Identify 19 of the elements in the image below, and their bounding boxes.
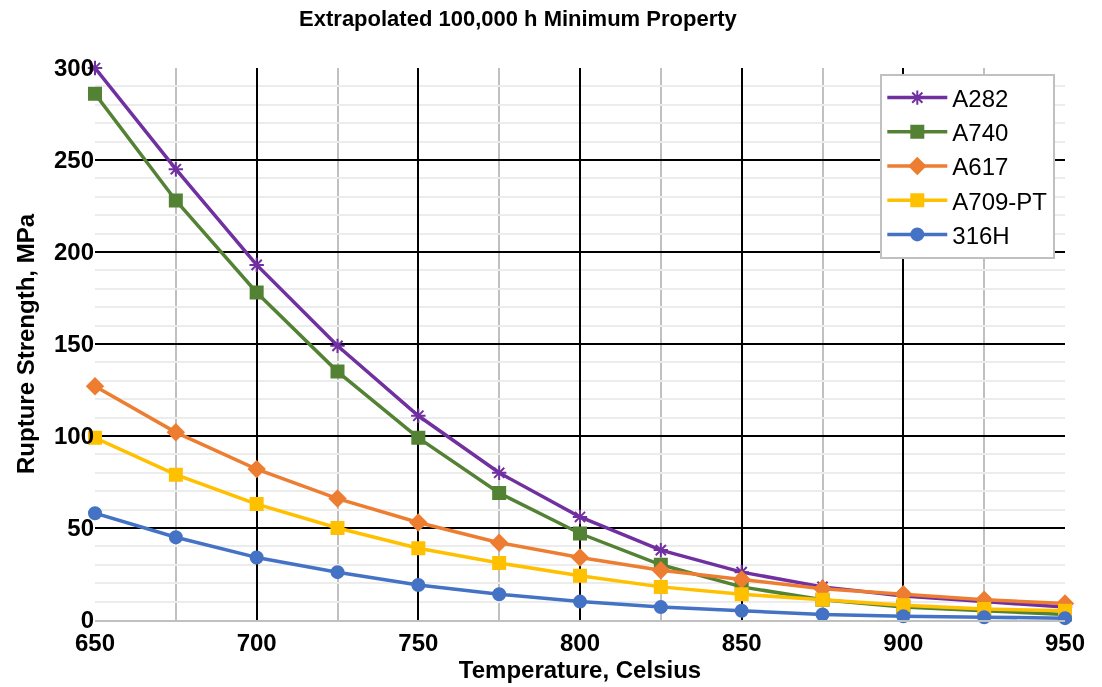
y-tick-label: 50 [67, 514, 94, 542]
y-tick-label: 250 [53, 146, 94, 174]
chart-title: Extrapolated 100,000 h Minimum Property [299, 5, 738, 31]
x-tick-label: 900 [883, 628, 924, 656]
y-axis-title: Rupture Strength, MPa [12, 213, 40, 475]
y-tick-label: 150 [53, 330, 94, 358]
x-tick-label: 850 [721, 628, 762, 656]
x-tick-label: 950 [1044, 628, 1086, 656]
x-axis-title: Temperature, Celsius [458, 655, 702, 683]
legend-label: A740 [952, 119, 1009, 147]
legend-label: A709-PT [952, 187, 1048, 215]
x-tick-label: 750 [398, 628, 439, 656]
legend-label: A617 [952, 153, 1009, 181]
legend-label: 316H [952, 221, 1010, 249]
x-tick-label: 800 [559, 628, 601, 656]
y-tick-label: 200 [53, 238, 94, 266]
y-tick-label: 300 [53, 54, 94, 82]
x-tick-label: 700 [236, 628, 277, 656]
legend-label: A282 [952, 84, 1009, 112]
